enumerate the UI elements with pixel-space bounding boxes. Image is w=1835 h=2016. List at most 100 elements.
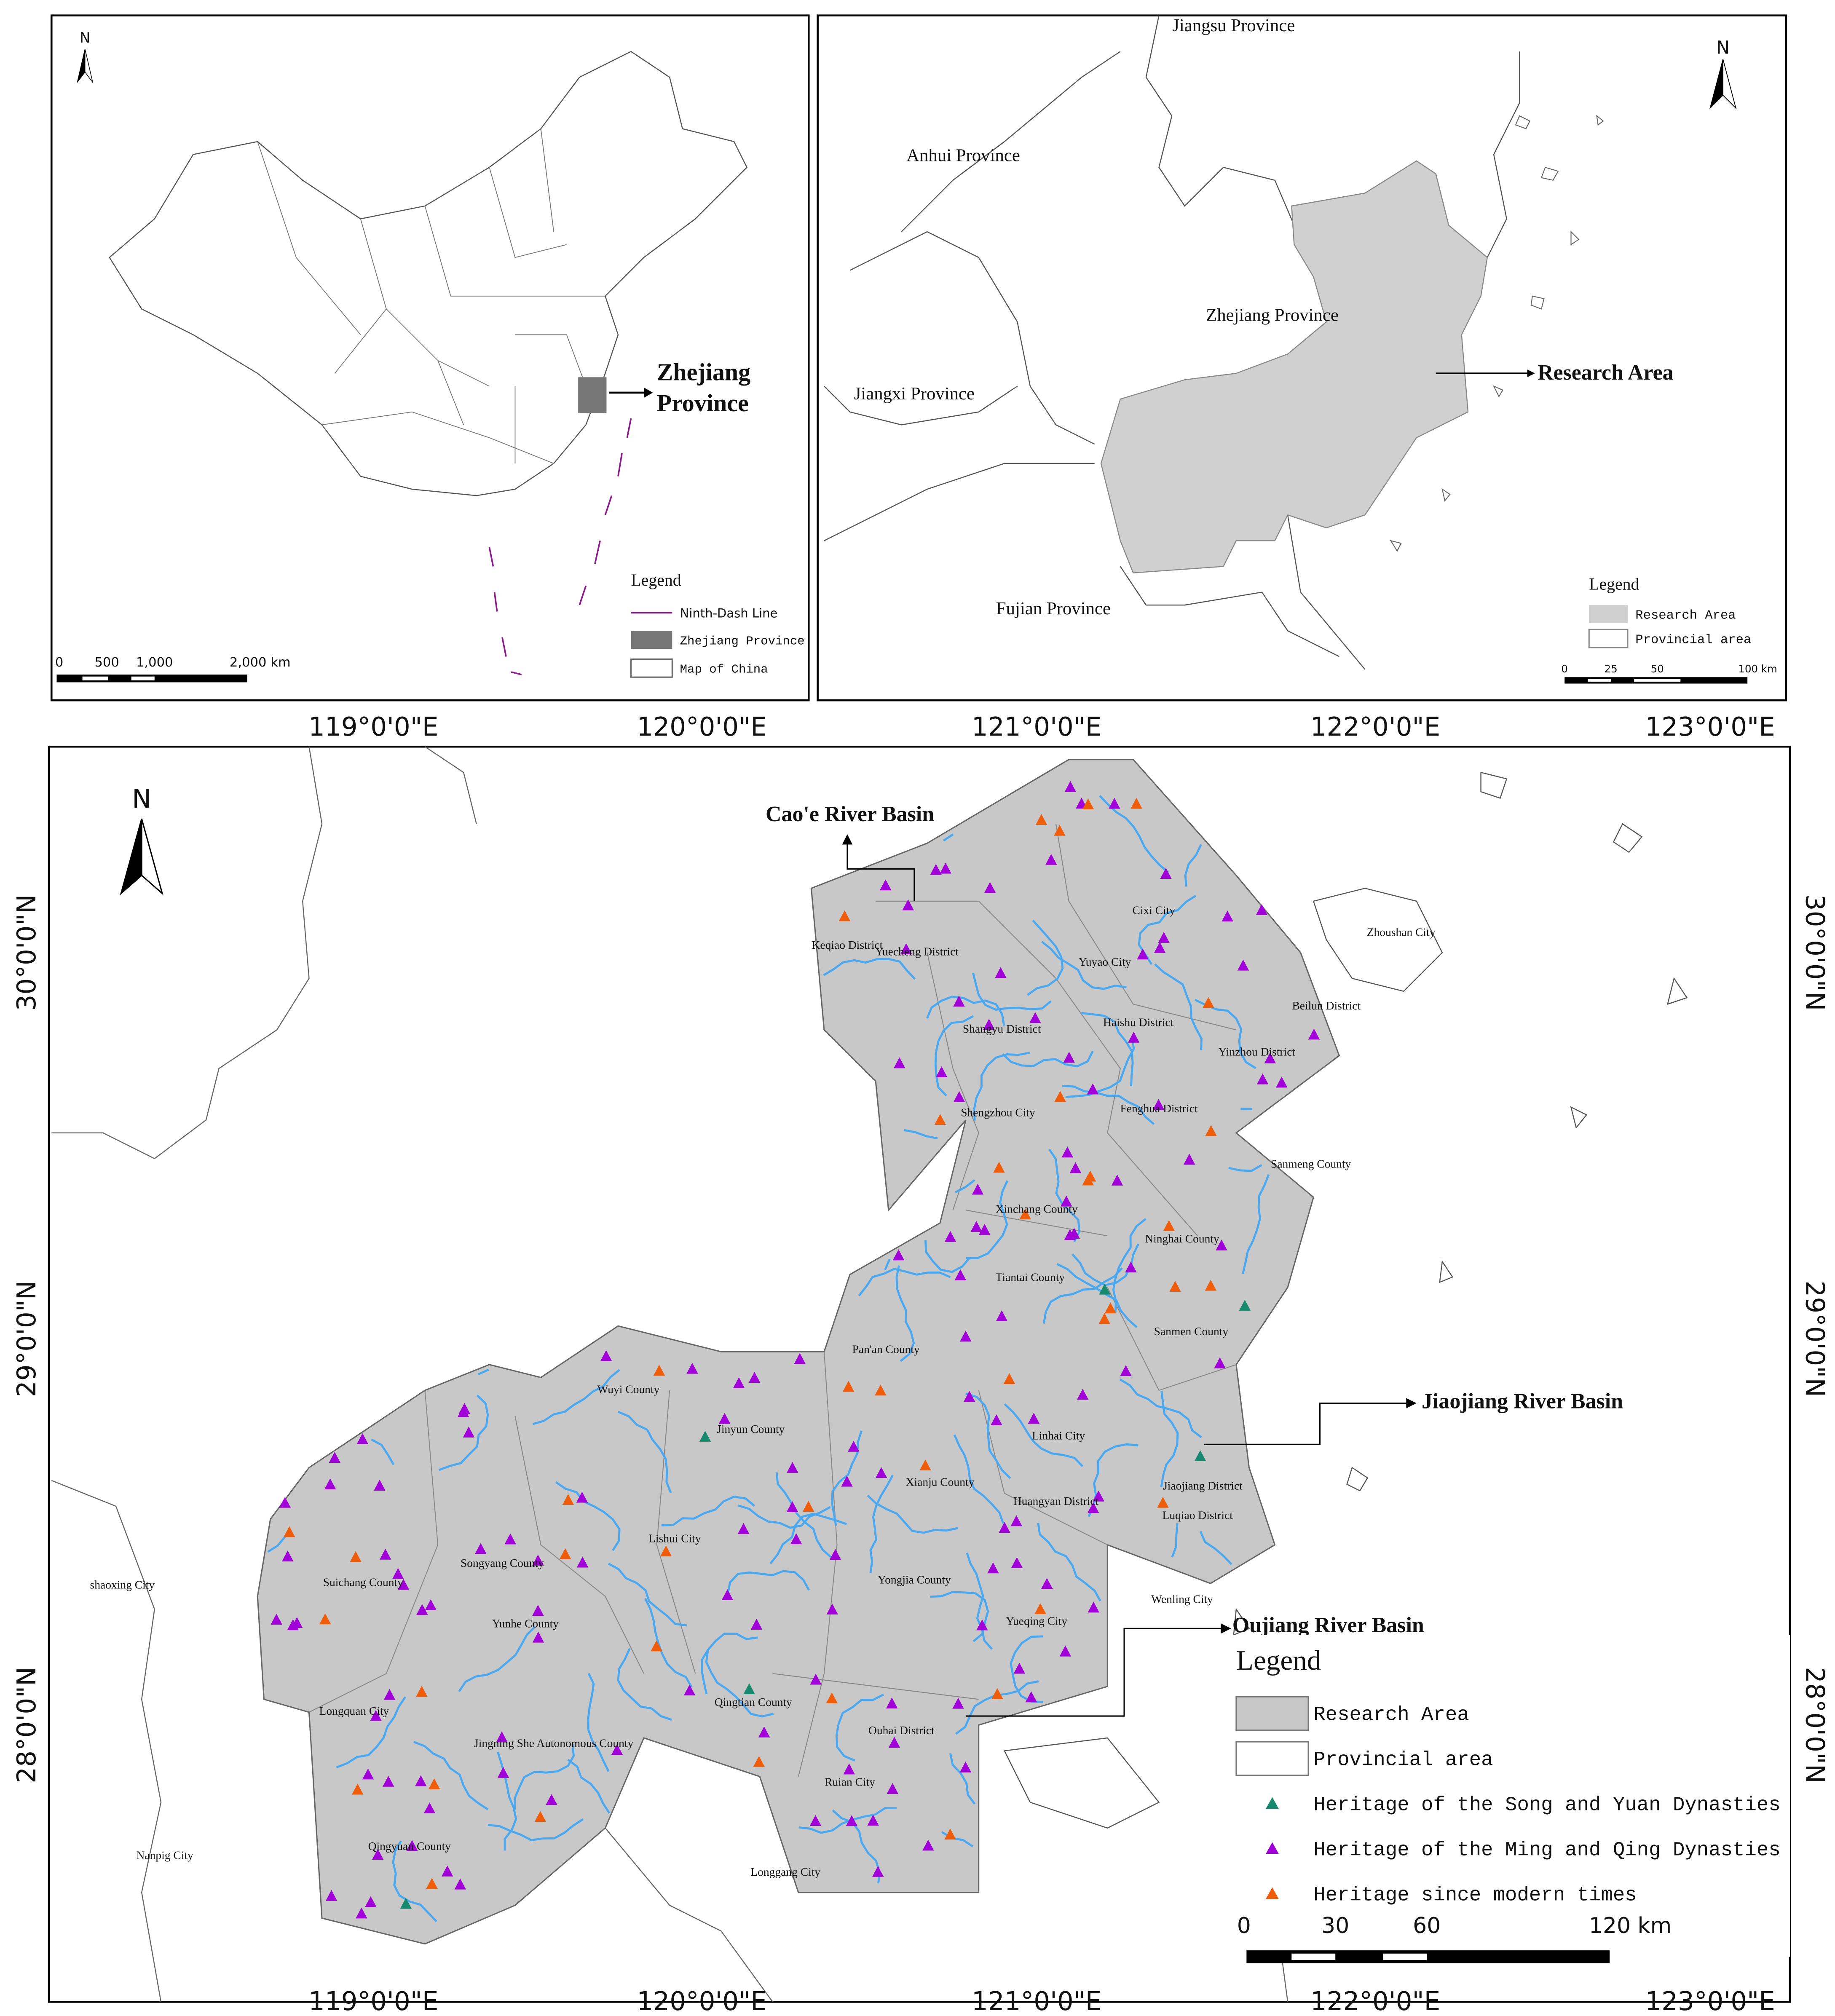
heritage-site [350,1551,362,1562]
heritage-site [1163,1220,1175,1231]
lat-label: 28°0'0"N [1800,1667,1830,1783]
heritage-site [838,910,851,921]
legend-item: Research Area [1313,1704,1469,1727]
river [1002,1050,1094,1068]
river [1112,1218,1147,1313]
legend-swatch [630,658,673,678]
heritage-site [281,1550,294,1562]
heritage-site [1025,1691,1037,1703]
heritage-site [810,1673,822,1685]
scale-label: 500 [95,655,119,670]
heritage-site [935,1066,948,1077]
heritage-site [944,1829,956,1840]
heritage-site [753,1756,765,1767]
heritage-site [1041,1578,1053,1589]
provincial-boundaries [51,746,1289,2003]
river [831,1430,863,1526]
lon-label: 119°0'0"E [308,712,439,742]
river [1228,1164,1262,1172]
heritage-site [1120,1365,1132,1376]
lat-label: 29°0'0"N [12,1280,42,1397]
river [392,1840,437,1922]
river [1119,1378,1202,1438]
river [949,1753,976,1805]
heritage-site [875,1467,887,1478]
place-label: Beilun District [1292,999,1361,1012]
heritage-site [826,1604,838,1614]
river [954,1179,975,1194]
legend-box [1230,1635,1790,1957]
lat-label: 29°0'0"N [1800,1280,1830,1397]
scale-bar [1291,1953,1336,1960]
china-provinces [257,129,605,464]
legend-title: Legend [1236,1644,1321,1676]
heritage-site [953,996,965,1007]
river [858,1268,951,1296]
heritage-site [944,1231,956,1242]
heritage-site [1077,1389,1089,1400]
river [884,1258,891,1270]
heritage-site [960,1331,972,1342]
river [617,1648,672,1721]
heritage-site [826,1692,838,1703]
place-label: Ouhai District [868,1724,935,1737]
heritage-site [748,1372,761,1383]
heritage-sites [271,781,1320,1919]
heritage-site [283,1526,295,1537]
province-boundaries [824,15,1520,670]
heritage-site [733,1377,745,1388]
river [973,1052,1030,1121]
heritage-site [356,1433,369,1444]
heritage-site [991,1414,1002,1425]
place-label: Qingyuan County [368,1839,451,1853]
heritage-site [382,1775,394,1787]
place-label: Yueqing City [1006,1614,1067,1627]
heritage-site [1104,1302,1117,1314]
heritage-site [1205,1280,1217,1291]
china-panel-frame [50,14,810,701]
place-label: Keqiao District [812,938,883,951]
heritage-site [534,1811,546,1822]
river [1081,1012,1134,1087]
province-label: Jiangsu Province [1172,16,1295,35]
heritage-site [504,1533,516,1545]
lon-label: 123°0'0"E [1645,1987,1775,2016]
river [966,1180,1009,1259]
heritage-site [1098,1313,1111,1324]
heritage-site [1157,1497,1169,1508]
heritage-site [1222,910,1233,922]
heritage-site [458,1403,471,1414]
river [798,1807,897,1834]
heritage-site [984,882,996,893]
province-label: Fujian Province [996,599,1111,618]
scale-label: 0 [55,655,63,670]
heritage-site [842,1381,855,1392]
heritage-site [934,1114,946,1125]
heritage-site [611,1744,623,1755]
legend-item: Heritage since modern times [1313,1884,1637,1906]
heritage-site [1160,868,1172,879]
scale-bar [82,676,108,680]
heritage-site [963,1391,975,1402]
heritage-site [1063,1052,1075,1063]
heritage-site [425,1599,437,1610]
heritage-site [867,1815,879,1826]
province-label: Anhui Province [906,146,1020,166]
basin-label: Oujiang River Basin [1232,1613,1424,1637]
islands [1390,115,1604,552]
heritage-site [699,1430,711,1442]
heritage-site [329,1452,341,1463]
river [514,1744,575,1810]
heritage-site [1003,1373,1015,1384]
place-label: Ruian City [825,1775,875,1788]
research-area [1100,160,1488,574]
lat-label: 28°0'0"N [12,1667,42,1783]
place-label: Zhoushan City [1367,926,1436,939]
river [567,1759,611,1814]
river [965,1392,1011,1479]
river [835,1693,884,1762]
heritage-site [546,1794,557,1805]
river [1072,1243,1139,1286]
